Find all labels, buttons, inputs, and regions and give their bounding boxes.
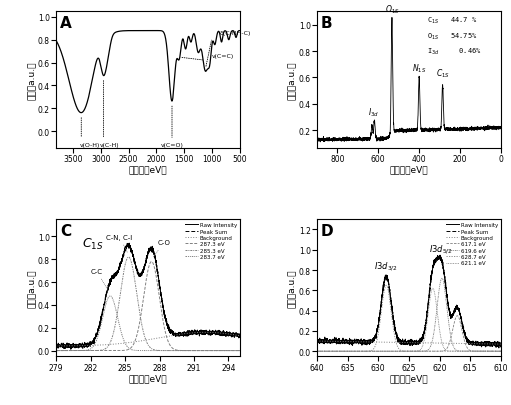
Text: $C_{1S}$: $C_{1S}$ bbox=[435, 68, 450, 80]
Text: ν(C=C): ν(C=C) bbox=[212, 54, 235, 59]
Text: C: C bbox=[60, 224, 71, 239]
Text: C$_{1S}$   44.7 %
O$_{1S}$   54.75%
I$_{3d}$     0.46%: C$_{1S}$ 44.7 % O$_{1S}$ 54.75% I$_{3d}$… bbox=[427, 16, 482, 57]
Text: $I_{3d}$: $I_{3d}$ bbox=[368, 107, 379, 119]
Legend: Raw Intensity, Peak Sum, Background, 287.3 eV, 285.3 eV, 283.7 eV: Raw Intensity, Peak Sum, Background, 287… bbox=[185, 223, 237, 260]
X-axis label: 结合能（eV）: 结合能（eV） bbox=[389, 165, 428, 174]
Legend: Raw Intensity, Peak Sum, Background, 617.1 eV, 619.6 eV, 628.7 eV, 621.1 eV: Raw Intensity, Peak Sum, Background, 617… bbox=[446, 223, 498, 266]
Text: $C_{1S}$: $C_{1S}$ bbox=[82, 236, 104, 251]
Text: D: D bbox=[321, 224, 333, 239]
Y-axis label: 强度（a.u.）: 强度（a.u.） bbox=[28, 269, 36, 307]
X-axis label: 结合能（eV）: 结合能（eV） bbox=[129, 373, 168, 382]
Text: A: A bbox=[60, 16, 72, 31]
Text: δ(C-NH-C): δ(C-NH-C) bbox=[219, 31, 251, 36]
Text: $I3d_{5/2}$: $I3d_{5/2}$ bbox=[429, 243, 453, 255]
Text: C-C: C-C bbox=[90, 268, 109, 292]
Text: $O_{1S}$: $O_{1S}$ bbox=[385, 3, 399, 15]
Y-axis label: 强度（a.u.）: 强度（a.u.） bbox=[288, 61, 297, 100]
X-axis label: 结合能（eV）: 结合能（eV） bbox=[389, 373, 428, 382]
Text: B: B bbox=[321, 16, 332, 31]
Y-axis label: 强度（a.u.）: 强度（a.u.） bbox=[288, 269, 297, 307]
Text: $N_{1S}$: $N_{1S}$ bbox=[412, 62, 426, 75]
Text: C-N, C-I: C-N, C-I bbox=[106, 234, 132, 253]
Text: $I3d_{3/2}$: $I3d_{3/2}$ bbox=[375, 260, 398, 273]
Text: ν(C-H): ν(C-H) bbox=[99, 143, 119, 147]
Text: ν(C=O): ν(C=O) bbox=[160, 143, 183, 147]
X-axis label: 结合能（eV）: 结合能（eV） bbox=[129, 165, 168, 174]
Text: ν(O-H): ν(O-H) bbox=[79, 143, 100, 147]
Y-axis label: 强度（a.u.）: 强度（a.u.） bbox=[28, 61, 36, 100]
Text: C-O: C-O bbox=[153, 240, 171, 258]
